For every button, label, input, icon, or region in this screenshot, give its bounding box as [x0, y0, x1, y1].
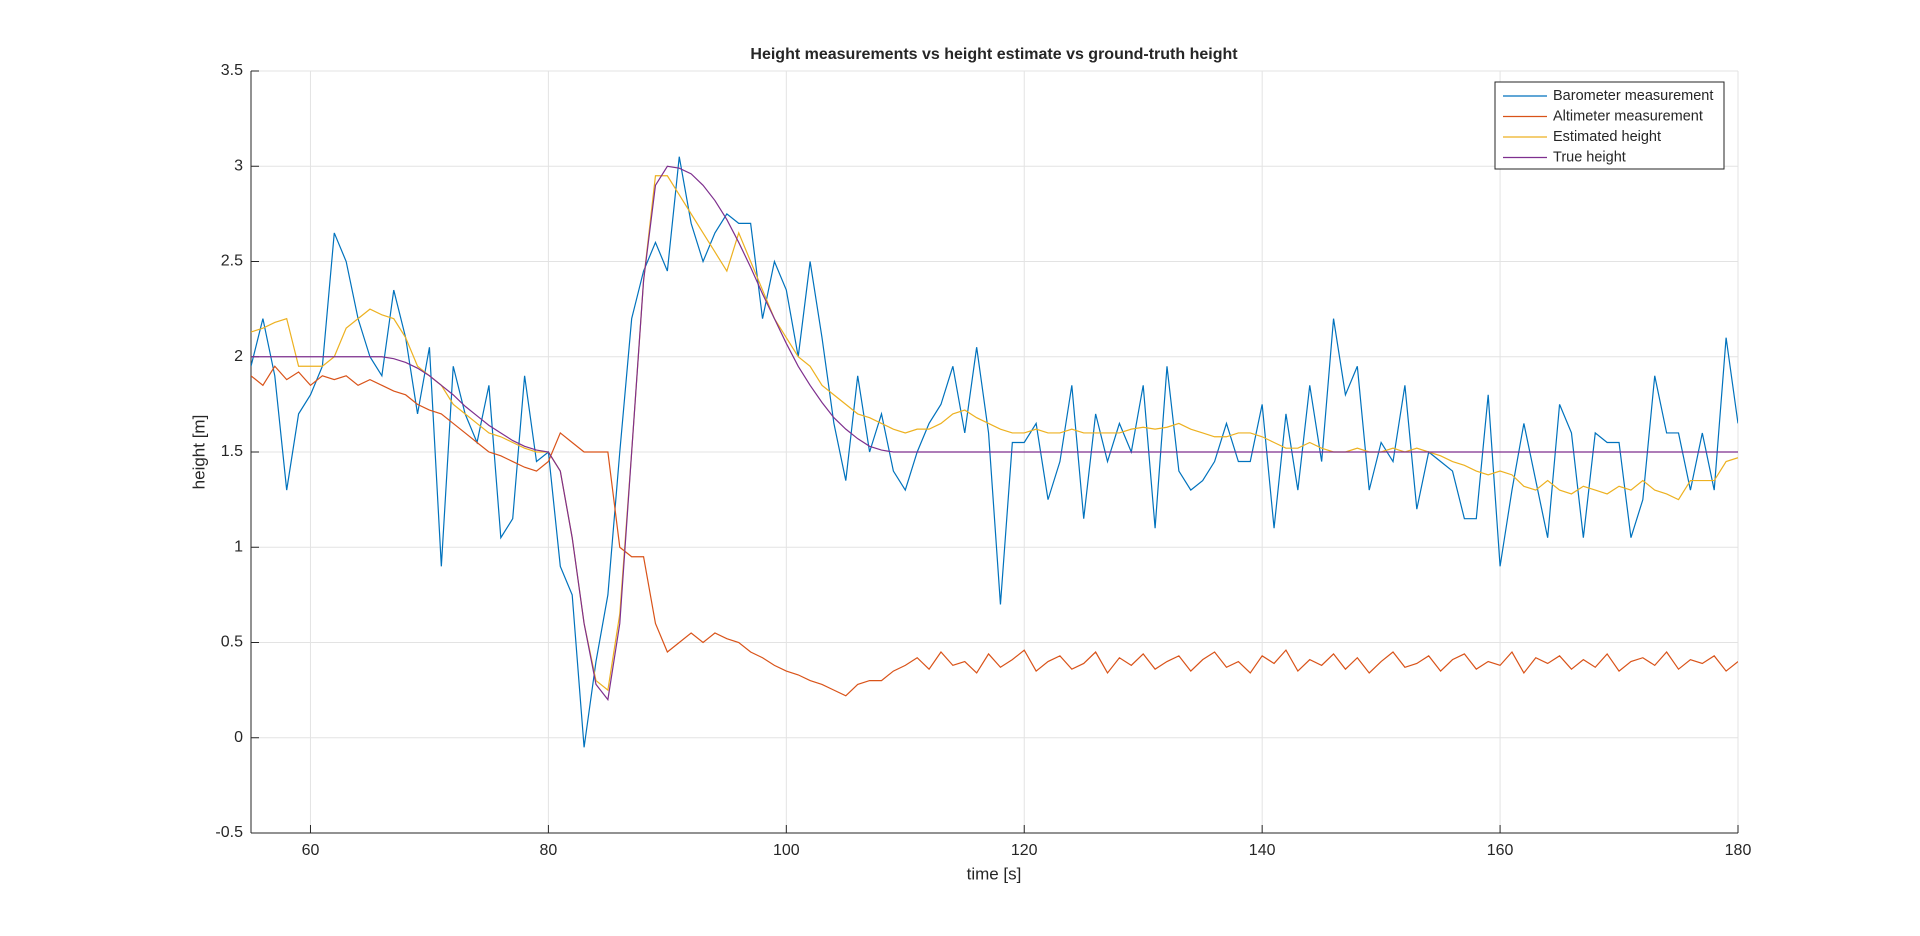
y-tick-label: 2.5	[221, 253, 243, 270]
y-tick-label: 0.5	[221, 634, 243, 651]
y-tick-label: -0.5	[215, 824, 243, 841]
y-tick-label: 3.5	[221, 62, 243, 79]
y-axis-label: height [m]	[189, 415, 208, 490]
series-line	[251, 165, 1738, 702]
y-tick-label: 3	[234, 157, 243, 174]
x-tick-label: 100	[773, 842, 800, 859]
legend-label: Estimated height	[1553, 129, 1661, 145]
chart-title: Height measurements vs height estimate v…	[750, 46, 1238, 63]
x-tick-label: 80	[540, 842, 558, 859]
y-tick-label: 1	[234, 538, 243, 555]
y-tick-label: 0	[234, 729, 243, 746]
x-tick-label: 140	[1249, 842, 1276, 859]
series-line	[251, 175, 1738, 692]
legend-label: Altimeter measurement	[1553, 108, 1703, 124]
x-tick-label: 180	[1725, 842, 1752, 859]
series-line	[251, 365, 1738, 697]
x-tick-label: 120	[1011, 842, 1038, 859]
legend-box	[1494, 81, 1725, 170]
y-tick-label: 2	[234, 348, 243, 365]
legend-label: True height	[1553, 149, 1626, 165]
legend-label: Barometer measurement	[1553, 88, 1713, 104]
y-tick-label: 1.5	[221, 443, 243, 460]
series-line	[251, 156, 1738, 748]
x-axis-label: time [s]	[967, 864, 1022, 883]
x-tick-label: 60	[302, 842, 320, 859]
x-tick-label: 160	[1487, 842, 1514, 859]
